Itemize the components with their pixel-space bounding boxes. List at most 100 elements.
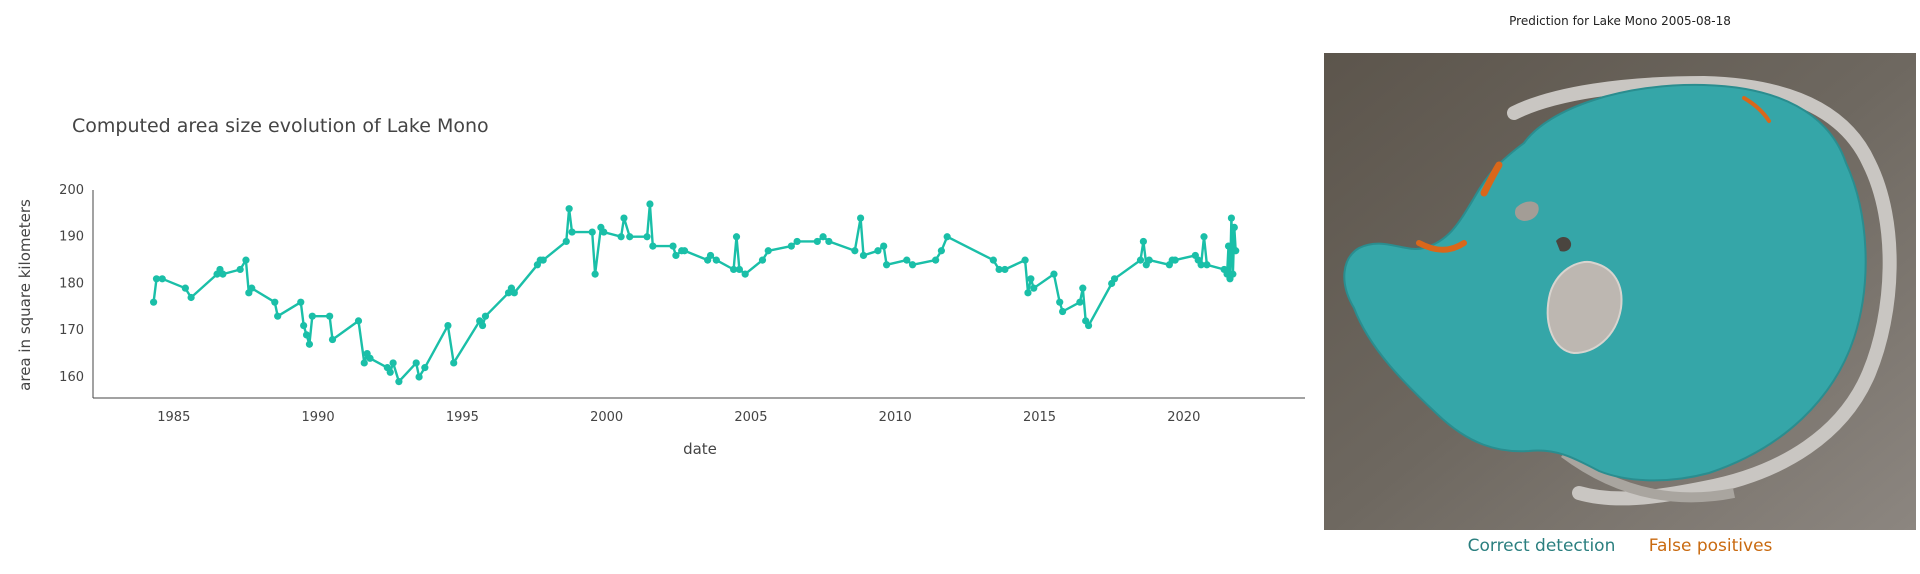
data-point [1030,284,1038,292]
data-point [1076,298,1084,306]
prediction-title: Prediction for Lake Mono 2005-08-18 [1509,14,1731,28]
x-tick-label: 2005 [734,410,767,425]
data-point [421,364,429,372]
data-point [859,251,868,260]
data-point [995,265,1003,274]
data-point [1139,237,1147,246]
data-point [669,242,677,250]
paoha-island [1546,260,1623,355]
data-point [302,331,311,339]
data-point [326,312,334,320]
data-point [880,242,888,250]
data-point [764,247,772,255]
data-point [730,265,738,274]
data-point [758,256,767,264]
data-point [1136,256,1145,264]
y-tick-label: 200 [59,183,84,198]
y-tick-label: 190 [59,230,84,245]
data-point [360,359,368,367]
data-point [481,312,490,320]
data-point [219,270,227,278]
data-point [735,265,744,274]
data-point [412,359,420,367]
data-point [732,233,741,241]
data-point [389,359,397,367]
data-point [706,251,715,260]
false-positive-northwest [1480,161,1503,197]
data-point [415,373,423,381]
data-point [328,335,337,344]
data-point [366,354,374,362]
data-point [787,242,795,250]
data-point [1145,256,1153,264]
data-point [874,247,882,255]
data-point [1227,214,1236,222]
data-point [1203,261,1211,269]
data-point [1110,275,1119,283]
data-point [617,233,625,241]
y-axis-ticks: 160 170 180 190 200 [59,183,84,385]
y-tick-label: 180 [59,276,84,291]
data-point [1059,307,1067,316]
data-point [937,247,946,255]
x-tick-label: 2010 [879,410,912,425]
data-point [478,321,487,330]
data-point [908,261,917,269]
x-tick-label: 1985 [157,410,190,425]
data-point [300,321,308,330]
data-point [1230,223,1238,231]
data-point [1056,298,1064,306]
data-point [649,242,657,250]
shoreline-rim [1507,75,1897,506]
data-point [620,214,628,222]
series-line [152,202,1237,383]
data-point [510,289,518,297]
data-point [271,298,279,306]
data-point [903,256,911,264]
data-point [591,270,599,278]
area-chart-svg: Computed area size evolution of Lake Mon… [16,115,1305,458]
data-point [1084,321,1093,330]
negit-island [1514,201,1539,221]
data-point [568,228,576,236]
x-axis-ticks: 1985 1990 1995 2000 2005 2010 2015 2020 [157,410,1200,425]
legend-false-positives: False positives [1648,536,1773,556]
data-point [395,378,403,386]
x-tick-label: 2015 [1023,410,1056,425]
data-point [626,233,634,241]
data-point [851,247,859,255]
data-point [539,256,547,264]
data-point [1021,256,1029,264]
data-point [1027,275,1035,283]
data-point [444,321,452,330]
data-point [825,237,833,246]
lake-prediction-image [1324,53,1916,530]
data-point [1197,261,1205,269]
data-point [386,368,394,376]
data-point [242,256,250,264]
y-tick-label: 170 [59,323,84,338]
data-point [181,284,189,292]
y-tick-label: 160 [59,370,84,385]
data-point [646,200,654,208]
data-point [712,256,720,264]
data-point [943,233,951,241]
south-shore [1561,448,1735,503]
false-positive-west [1416,240,1467,253]
data-point [1079,284,1087,292]
data-point [248,284,256,292]
x-tick-label: 1995 [446,410,479,425]
small-island [1556,237,1572,252]
data-point [565,205,573,213]
x-tick-label: 2000 [590,410,623,425]
axes [92,190,1305,399]
data-point [150,298,158,306]
x-tick-label: 1990 [302,410,335,425]
data-point [308,312,316,320]
prediction-legend: Correct detection False positives [1320,536,1920,556]
data-point [1232,247,1240,255]
data-point [1024,289,1032,297]
data-point [882,261,891,269]
data-point [152,275,161,283]
data-point [297,298,305,306]
